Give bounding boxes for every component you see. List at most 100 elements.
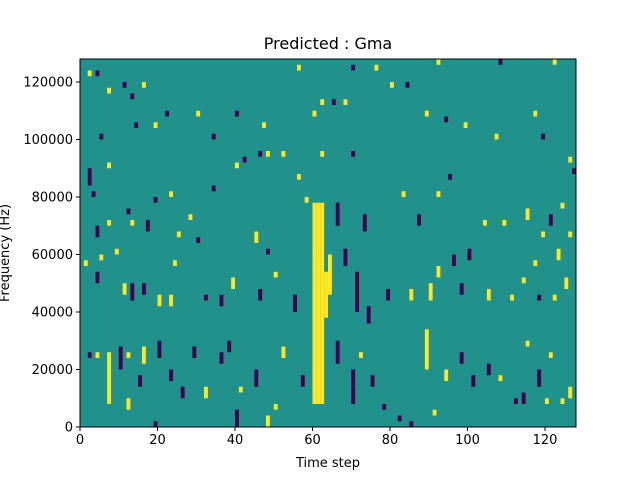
heatmap-cell-high <box>548 352 553 358</box>
heatmap-cell-high <box>126 398 131 410</box>
plot-area <box>79 58 577 428</box>
heatmap-cell-low <box>351 151 356 157</box>
heatmap-cell-high <box>436 191 441 197</box>
heatmap-cell-high <box>114 248 119 255</box>
heatmap-cell-low <box>235 110 239 117</box>
heatmap-cell-low <box>204 294 208 301</box>
heatmap-cell-low <box>572 168 577 174</box>
heatmap-cell-low <box>417 214 422 226</box>
heatmap-cell-low <box>242 156 247 163</box>
heatmap-cell-low <box>537 369 542 387</box>
heatmap-cell-low <box>130 93 135 100</box>
heatmap-cell-low <box>335 202 340 226</box>
heatmap-cell-low <box>165 110 170 117</box>
heatmap-cell-high <box>312 202 317 404</box>
heatmap-cell-low <box>467 248 472 261</box>
heatmap-cell-high <box>545 398 549 404</box>
heatmap-cell-low <box>227 340 232 353</box>
heatmap-cell-low <box>169 369 174 381</box>
heatmap-cell-high <box>568 156 573 163</box>
heatmap-cell-low <box>180 386 185 399</box>
heatmap-cell-high <box>169 191 174 197</box>
heatmap-cell-high <box>320 202 325 404</box>
heatmap-cell-low <box>548 214 553 226</box>
x-tick-label: 100 <box>455 433 480 448</box>
x-tick-label: 20 <box>149 433 166 448</box>
heatmap-cell-low <box>448 174 453 180</box>
heatmap-cell-low <box>382 404 387 410</box>
heatmap-cell-low <box>192 346 197 358</box>
heatmap-cell-low <box>444 116 449 123</box>
heatmap-cell-high <box>494 133 499 140</box>
heatmap-cell-low <box>351 386 356 404</box>
heatmap-cell-high <box>486 289 491 301</box>
heatmap-cell-high <box>374 64 379 71</box>
heatmap-cell-low <box>219 352 224 364</box>
y-tick-label: 20000 <box>32 363 73 378</box>
heatmap-cell-low <box>351 64 356 71</box>
heatmap-cell-low <box>293 294 298 312</box>
heatmap-cell-low <box>211 185 216 192</box>
heatmap-cell-high <box>463 122 468 128</box>
heatmap-cell-high <box>169 294 174 307</box>
heatmap-cell-high <box>304 197 309 203</box>
heatmap-cell-high <box>343 99 348 105</box>
y-tick-label: 0 <box>65 421 73 436</box>
heatmap-cell-low <box>157 340 162 358</box>
x-axis-label: Time step <box>295 456 360 471</box>
heatmap-cell-low <box>153 421 158 427</box>
heatmap-cell-low <box>87 352 92 358</box>
heatmap-cell-low <box>91 191 96 197</box>
heatmap-cell-low <box>95 225 100 238</box>
heatmap-cell-high <box>204 386 208 399</box>
heatmap-cell-low <box>300 375 305 387</box>
heatmap-cell-high <box>502 220 507 226</box>
heatmap-cell-high <box>122 283 127 295</box>
heatmap-cell-high <box>424 329 429 370</box>
x-tick-label: 0 <box>76 433 84 448</box>
heatmap-cell-low <box>452 254 456 266</box>
heatmap-cell-high <box>173 260 177 266</box>
heatmap-cell-low <box>122 82 127 88</box>
x-axis: 0 20 40 60 80 100 120 <box>76 427 557 448</box>
heatmap-cell-high <box>436 59 441 65</box>
heatmap-cell-high <box>568 386 573 399</box>
heatmap-cell-low <box>459 352 464 364</box>
heatmap-cell-high <box>525 208 530 220</box>
heatmap-cell-high <box>424 110 429 117</box>
heatmap-background <box>80 59 576 427</box>
heatmap-cell-high <box>266 415 270 427</box>
heatmap-cell-high <box>99 254 104 261</box>
x-tick-label: 60 <box>304 433 321 448</box>
heatmap-cells <box>83 59 577 427</box>
heatmap-cell-high <box>552 59 557 65</box>
heatmap-cell-low <box>409 421 414 427</box>
chart-title: Predicted : Gma <box>264 34 392 53</box>
heatmap-cell-high <box>498 375 503 381</box>
heatmap-cell-low <box>521 392 526 404</box>
heatmap-cell-high <box>262 122 267 128</box>
heatmap-cell-high <box>533 260 538 266</box>
heatmap-cell-low <box>145 220 150 232</box>
heatmap-cell-high <box>107 87 112 94</box>
heatmap-cell-high <box>107 220 112 226</box>
heatmap-cell-low <box>343 248 348 266</box>
heatmap-cell-high <box>87 70 92 77</box>
heatmap-cell-high <box>153 122 158 128</box>
heatmap-cell-high <box>188 214 193 220</box>
heatmap-cell-high <box>510 294 515 301</box>
heatmap-cell-high <box>328 254 332 295</box>
heatmap-cell-low <box>537 294 542 301</box>
heatmap-cell-high <box>297 64 301 71</box>
x-tick-label: 40 <box>227 433 244 448</box>
heatmap-cell-high <box>560 398 565 404</box>
heatmap-cell-high <box>235 162 239 169</box>
heatmap-cell-high <box>107 352 112 404</box>
heatmap-cell-low <box>331 99 336 105</box>
heatmap-cell-high <box>556 248 561 261</box>
heatmap-cell-low <box>87 168 92 186</box>
heatmap-cell-low <box>219 294 224 307</box>
heatmap-cell-low <box>498 59 503 65</box>
heatmap-cell-high <box>525 340 530 347</box>
